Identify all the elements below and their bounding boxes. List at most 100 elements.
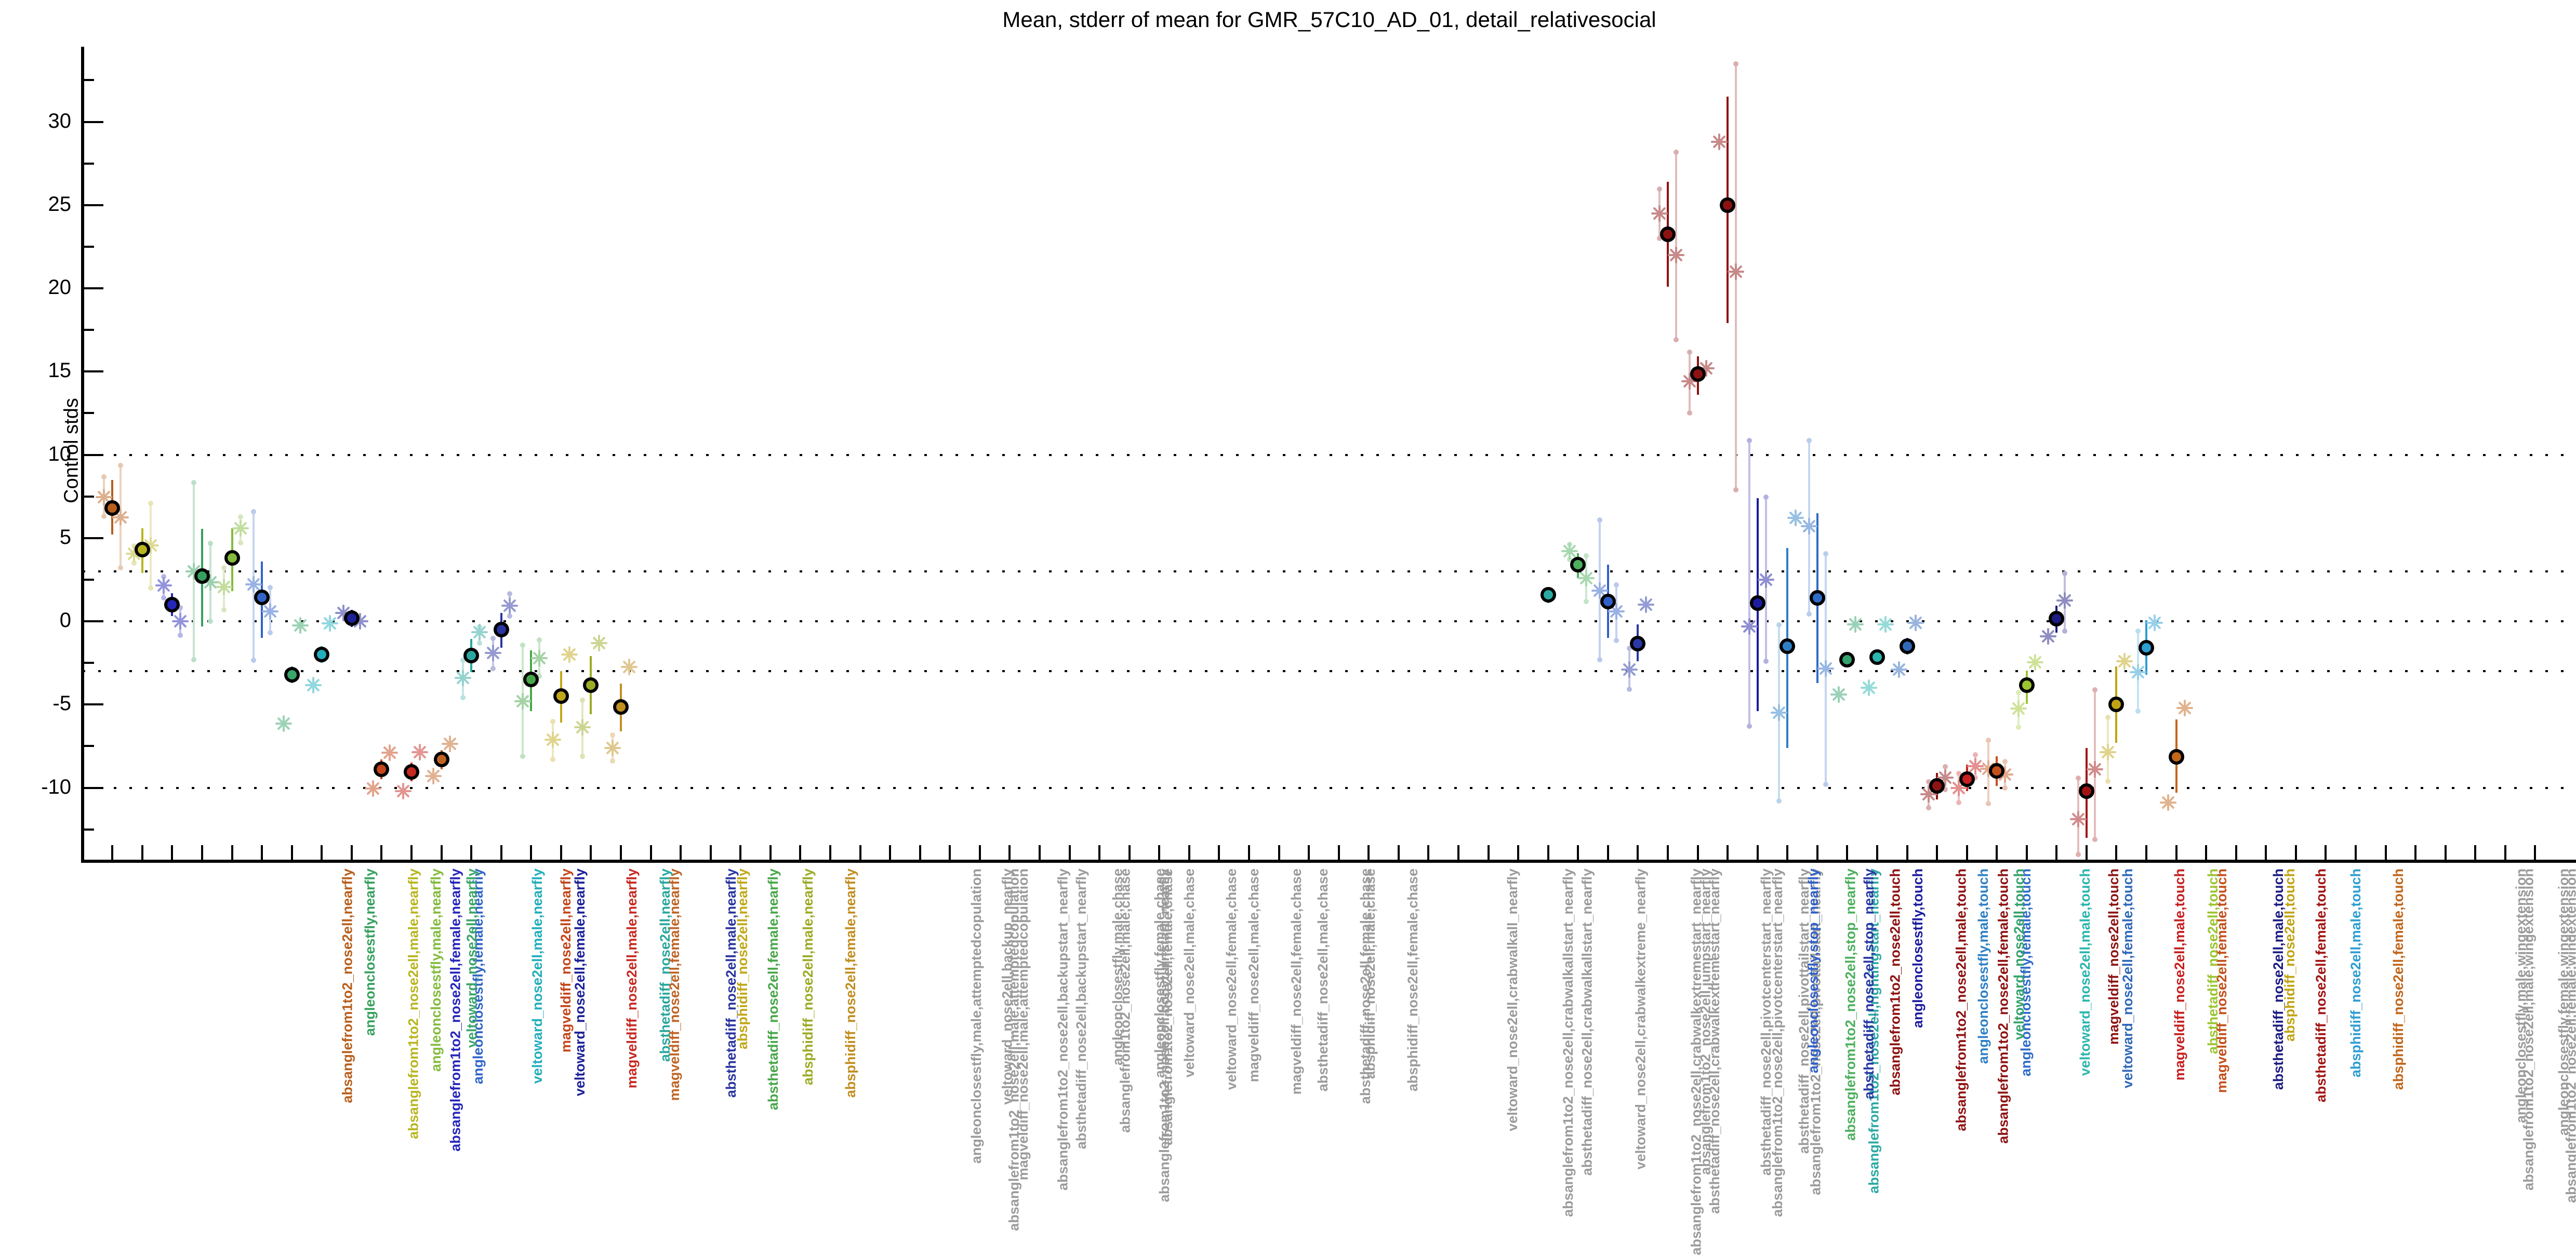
x-tick-label: absthetadiff_nose2ell,nearfly bbox=[657, 869, 673, 1062]
x-tick bbox=[919, 845, 921, 860]
asterisk-marker bbox=[1757, 571, 1774, 588]
error-bar-cap bbox=[2135, 628, 2141, 634]
x-tick-label: absthetadiff_nose2ell,female,nearfly bbox=[765, 869, 781, 1111]
x-tick bbox=[1487, 845, 1490, 860]
mean-marker bbox=[164, 596, 180, 612]
error-bar-cap bbox=[1823, 782, 1828, 787]
asterisk-marker bbox=[591, 634, 608, 651]
error-bar-cap bbox=[191, 480, 196, 486]
asterisk-marker bbox=[574, 718, 591, 736]
x-tick bbox=[1727, 845, 1729, 860]
x-tick bbox=[2265, 845, 2267, 860]
y-tick-label: 25 bbox=[48, 192, 72, 216]
x-tick bbox=[739, 845, 742, 860]
x-tick-label: angleonclosestfly,male,nearfly bbox=[428, 869, 444, 1072]
x-tick-label: angleonclosestfly,male,wingextension bbox=[2513, 869, 2529, 1124]
asterisk-marker bbox=[561, 646, 578, 663]
x-tick-label: magveldiff_nose2ell,male,touch bbox=[2171, 869, 2187, 1081]
error-bar-cap bbox=[221, 607, 227, 612]
x-tick-label: absanglefrom1to2_nose2ell,nearfly bbox=[339, 869, 355, 1103]
error-bar-cap bbox=[1776, 622, 1782, 628]
mean-marker bbox=[1540, 587, 1556, 603]
asterisk-marker bbox=[2176, 699, 2193, 716]
x-tick-label: absthetadiff_nose2ell,crabwalkallstart_n… bbox=[1578, 869, 1595, 1176]
x-tick-label: veltoward_nose2ell,female,chase bbox=[1224, 869, 1240, 1090]
mean-marker bbox=[1659, 226, 1676, 242]
x-tick bbox=[2504, 845, 2506, 860]
x-tick-label: angleonclosestfly,female,chase bbox=[1152, 869, 1168, 1078]
x-tick-label: veltoward_nose2ell,male,chase bbox=[1181, 869, 1198, 1078]
x-tick bbox=[321, 845, 323, 860]
y-tick bbox=[83, 121, 103, 123]
x-tick bbox=[1547, 845, 1549, 860]
x-tick bbox=[2175, 845, 2177, 860]
x-tick bbox=[1996, 845, 1998, 860]
x-tick-label: absphidiff_nose2ell,male,chase bbox=[1362, 869, 1378, 1079]
mean-marker bbox=[1720, 197, 1736, 213]
x-tick-label: absanglefrom1to2_nose2ell,male,nearfly bbox=[405, 869, 421, 1139]
x-tick-label: absphidiff_nose2ell,nearfly bbox=[734, 869, 750, 1050]
x-tick bbox=[1966, 845, 1968, 860]
asterisk-marker bbox=[96, 489, 113, 506]
x-tick-label: angleonclosestfly,female,wingextension bbox=[2556, 869, 2572, 1136]
gridline bbox=[83, 670, 2576, 673]
asterisk-marker bbox=[411, 743, 428, 760]
error-bar-cap bbox=[161, 574, 167, 580]
error-bar-cap bbox=[1673, 337, 1679, 343]
x-tick-label: magveldiff_nose2ell,female,chase bbox=[1288, 869, 1304, 1095]
error-bar-cap bbox=[208, 619, 213, 624]
x-tick bbox=[530, 845, 533, 860]
x-tick-label: veltoward_nose2ell,male,touch bbox=[2077, 869, 2093, 1076]
error-bar-cap bbox=[1673, 150, 1679, 155]
x-tick-label: absanglefrom1to2_nose2ell,female,touch bbox=[1995, 869, 2011, 1144]
asterisk-marker bbox=[322, 615, 339, 632]
error-bar-cap bbox=[2105, 778, 2111, 784]
x-tick bbox=[1876, 845, 1878, 860]
x-tick bbox=[2355, 845, 2357, 860]
error-bar-cap bbox=[460, 657, 466, 663]
x-tick bbox=[1278, 845, 1280, 860]
asterisk-marker bbox=[1697, 359, 1715, 377]
error-bar-cap bbox=[251, 658, 257, 663]
error-bar-cap bbox=[2002, 785, 2008, 791]
asterisk-marker bbox=[1771, 704, 1788, 722]
error-bar-cap bbox=[1972, 752, 1978, 758]
mean-marker bbox=[1749, 595, 1765, 611]
x-tick bbox=[261, 845, 263, 860]
y-tick-minor bbox=[83, 162, 94, 165]
asterisk-marker bbox=[1907, 615, 1924, 632]
y-tick bbox=[83, 620, 103, 622]
gridline bbox=[83, 453, 2576, 456]
asterisk-marker bbox=[232, 519, 249, 537]
error-bar-cap bbox=[131, 560, 137, 566]
asterisk-marker bbox=[2026, 653, 2043, 671]
x-tick bbox=[1577, 845, 1579, 860]
x-tick bbox=[2384, 845, 2387, 860]
x-tick bbox=[859, 845, 861, 860]
error-bar-cap bbox=[178, 605, 183, 610]
x-tick bbox=[769, 845, 772, 860]
mean-marker bbox=[194, 568, 210, 584]
error-bar-cap bbox=[251, 509, 257, 515]
asterisk-marker bbox=[1711, 133, 1728, 150]
asterisk-marker bbox=[1681, 373, 1698, 390]
y-tick-label: 30 bbox=[48, 109, 72, 132]
x-tick-label: magveldiff_nose2ell,male,attemptedcopula… bbox=[1015, 869, 1031, 1181]
error-bar-cap bbox=[1986, 737, 1991, 743]
mean-marker bbox=[314, 647, 330, 663]
x-tick-label: veltoward_nose2ell,female,nearfly bbox=[572, 869, 588, 1097]
x-tick-label: absthetadiff_nose2ell,stop_nearfly bbox=[1861, 869, 1877, 1100]
y-tick-label: 5 bbox=[59, 525, 71, 549]
asterisk-marker bbox=[262, 603, 279, 620]
error-bar-cap bbox=[490, 666, 496, 672]
error-bar-cap bbox=[1776, 798, 1782, 804]
x-tick bbox=[2294, 845, 2297, 860]
mean-marker bbox=[104, 500, 121, 516]
x-tick-label: veltoward_nose2ell,male,nearfly bbox=[529, 869, 546, 1084]
error-bar-cap bbox=[507, 591, 512, 596]
x-tick-label: magveldiff_nose2ell,touch bbox=[2106, 869, 2122, 1045]
x-tick bbox=[1397, 845, 1400, 860]
asterisk-marker bbox=[531, 649, 548, 666]
asterisk-marker bbox=[112, 509, 129, 526]
